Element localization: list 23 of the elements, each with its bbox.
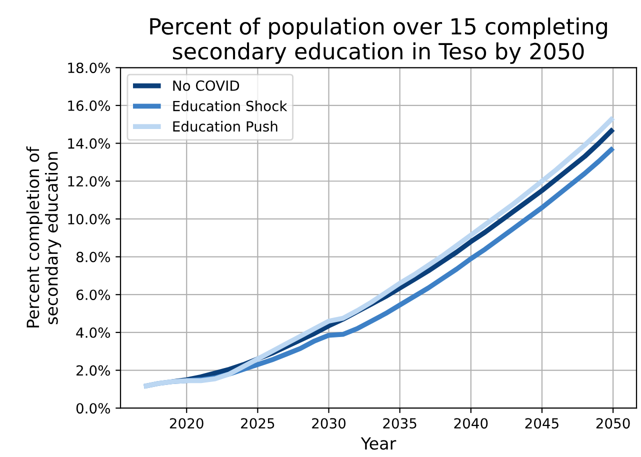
x-tick-label: 2040: [454, 418, 488, 429]
x-axis-title: Year: [360, 437, 396, 450]
y-tick-label: 18.0%: [68, 62, 110, 74]
legend-label: No COVID: [173, 80, 240, 91]
chart-title: Percent of population over 15 completing secondary education in Teso by 2050: [150, 18, 607, 64]
x-tick-label: 2030: [312, 418, 346, 429]
y-tick-label: 4.0%: [76, 327, 110, 338]
y-tick-label: 14.0%: [68, 138, 110, 149]
x-tick-label: 2050: [596, 418, 630, 429]
y-tick-label: 10.0%: [68, 214, 110, 224]
legend-label: Education Shock: [173, 100, 288, 112]
y-tick-label: 16.0%: [68, 100, 110, 111]
legend-label: Education Push: [173, 120, 278, 132]
x-tick-label: 2025: [241, 418, 274, 429]
y-tick-label: 2.0%: [76, 365, 110, 376]
y-tick-label: 8.0%: [76, 252, 110, 262]
y-tick-label: 6.0%: [76, 290, 110, 300]
x-tick-label: 2045: [525, 418, 558, 429]
y-tick-label: 12.0%: [68, 176, 110, 187]
x-tick-label: 2020: [170, 418, 204, 429]
x-tick-label: 2035: [383, 418, 416, 429]
y-tick-label: 0.0%: [76, 403, 110, 414]
y-axis-title: Percent completion of secondary education: [26, 146, 62, 328]
